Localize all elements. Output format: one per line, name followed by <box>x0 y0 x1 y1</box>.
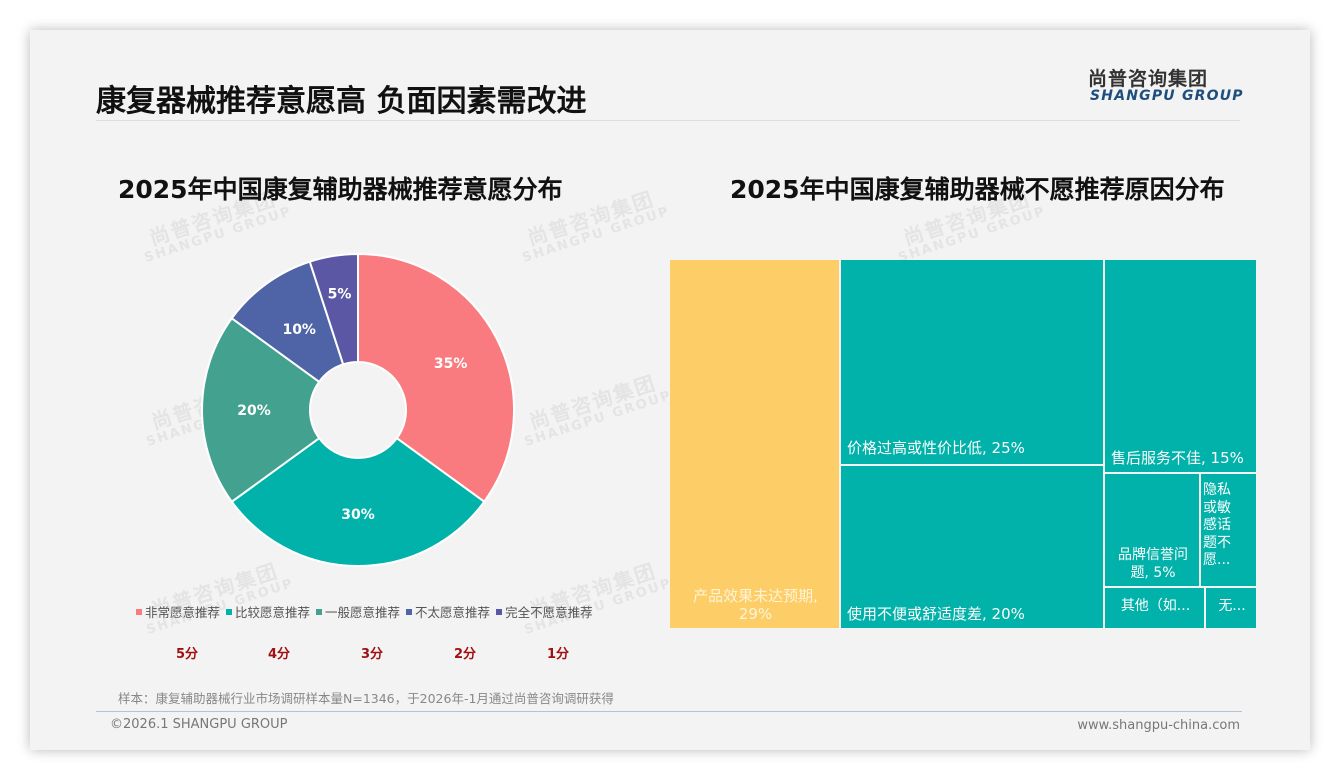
treemap-tile: 使用不便或舒适度差, 20% <box>841 466 1103 628</box>
treemap-tile: 其他（如... <box>1105 588 1204 628</box>
legend-label: 非常愿意推荐 <box>145 605 221 620</box>
legend-swatch <box>226 608 233 615</box>
score-label: 2分 <box>454 647 477 662</box>
legend-item: 一般愿意推荐 <box>316 602 400 621</box>
donut-slice <box>308 252 359 366</box>
treemap-tile: 无... <box>1206 588 1256 628</box>
slice-value-label: 35% <box>434 356 468 372</box>
donut-slice <box>230 436 486 567</box>
footer-divider <box>96 711 1242 712</box>
legend-label: 完全不愿意推荐 <box>505 605 593 620</box>
score-label: 4分 <box>268 647 291 662</box>
slice-value-label: 10% <box>282 322 316 338</box>
donut-slice <box>201 316 321 504</box>
logo-english: SHANGPU GROUP <box>1090 88 1244 104</box>
donut-slice <box>357 252 515 504</box>
source-note: 样本：康复辅助器械行业市场调研样本量N=1346，于2026年-1月通过尚普咨询… <box>118 691 614 706</box>
score-label: 5分 <box>176 647 199 662</box>
donut-legend: 非常愿意推荐 比较愿意推荐 一般愿意推荐 不太愿意推荐 完全不愿意推荐 <box>136 602 593 621</box>
left-chart-title: 2025年中国康复辅助器械推荐意愿分布 <box>118 175 563 204</box>
legend-item: 完全不愿意推荐 <box>496 602 593 621</box>
logo-chinese: 尚普咨询集团 <box>1088 68 1209 90</box>
slide: 康复器械推荐意愿高 负面因素需改进 尚普咨询集团 SHANGPU GROUP 尚… <box>30 30 1310 750</box>
legend-label: 比较愿意推荐 <box>235 605 311 620</box>
legend-item: 不太愿意推荐 <box>406 602 490 621</box>
legend-swatch <box>406 608 413 615</box>
treemap-tile: 售后服务不佳, 15% <box>1105 260 1256 472</box>
legend-label: 一般愿意推荐 <box>325 605 401 620</box>
score-label: 1分 <box>547 647 570 662</box>
treemap-tile: 价格过高或性价比低, 25% <box>841 260 1103 464</box>
slice-value-label: 5% <box>328 286 352 302</box>
website-link[interactable]: www.shangpu-china.com <box>1077 718 1240 733</box>
score-label: 3分 <box>361 647 384 662</box>
copyright: ©2026.1 SHANGPU GROUP <box>110 717 288 732</box>
legend-item: 非常愿意推荐 <box>136 602 220 621</box>
legend-swatch <box>136 608 142 615</box>
donut-chart: 35% 30% 20% 10% 5% <box>201 252 515 567</box>
slice-value-label: 20% <box>237 403 271 419</box>
title-divider <box>96 120 1240 121</box>
treemap-tile: 产品效果未达预期, 29% <box>670 260 839 628</box>
legend-item: 比较愿意推荐 <box>226 602 310 621</box>
legend-label: 不太愿意推荐 <box>415 605 491 620</box>
slice-value-label: 30% <box>341 507 375 523</box>
legend-swatch <box>316 608 323 615</box>
treemap-tile: 隐私或敏感话题不愿... <box>1201 474 1256 586</box>
legend-swatch <box>496 608 503 615</box>
page-title: 康复器械推荐意愿高 负面因素需改进 <box>96 84 587 119</box>
treemap-chart: 产品效果未达预期, 29% 价格过高或性价比低, 25% 使用不便或舒适度差, … <box>670 260 1256 628</box>
right-chart-title: 2025年中国康复辅助器械不愿推荐原因分布 <box>730 175 1225 204</box>
treemap-tile: 品牌信誉问题, 5% <box>1105 474 1199 586</box>
